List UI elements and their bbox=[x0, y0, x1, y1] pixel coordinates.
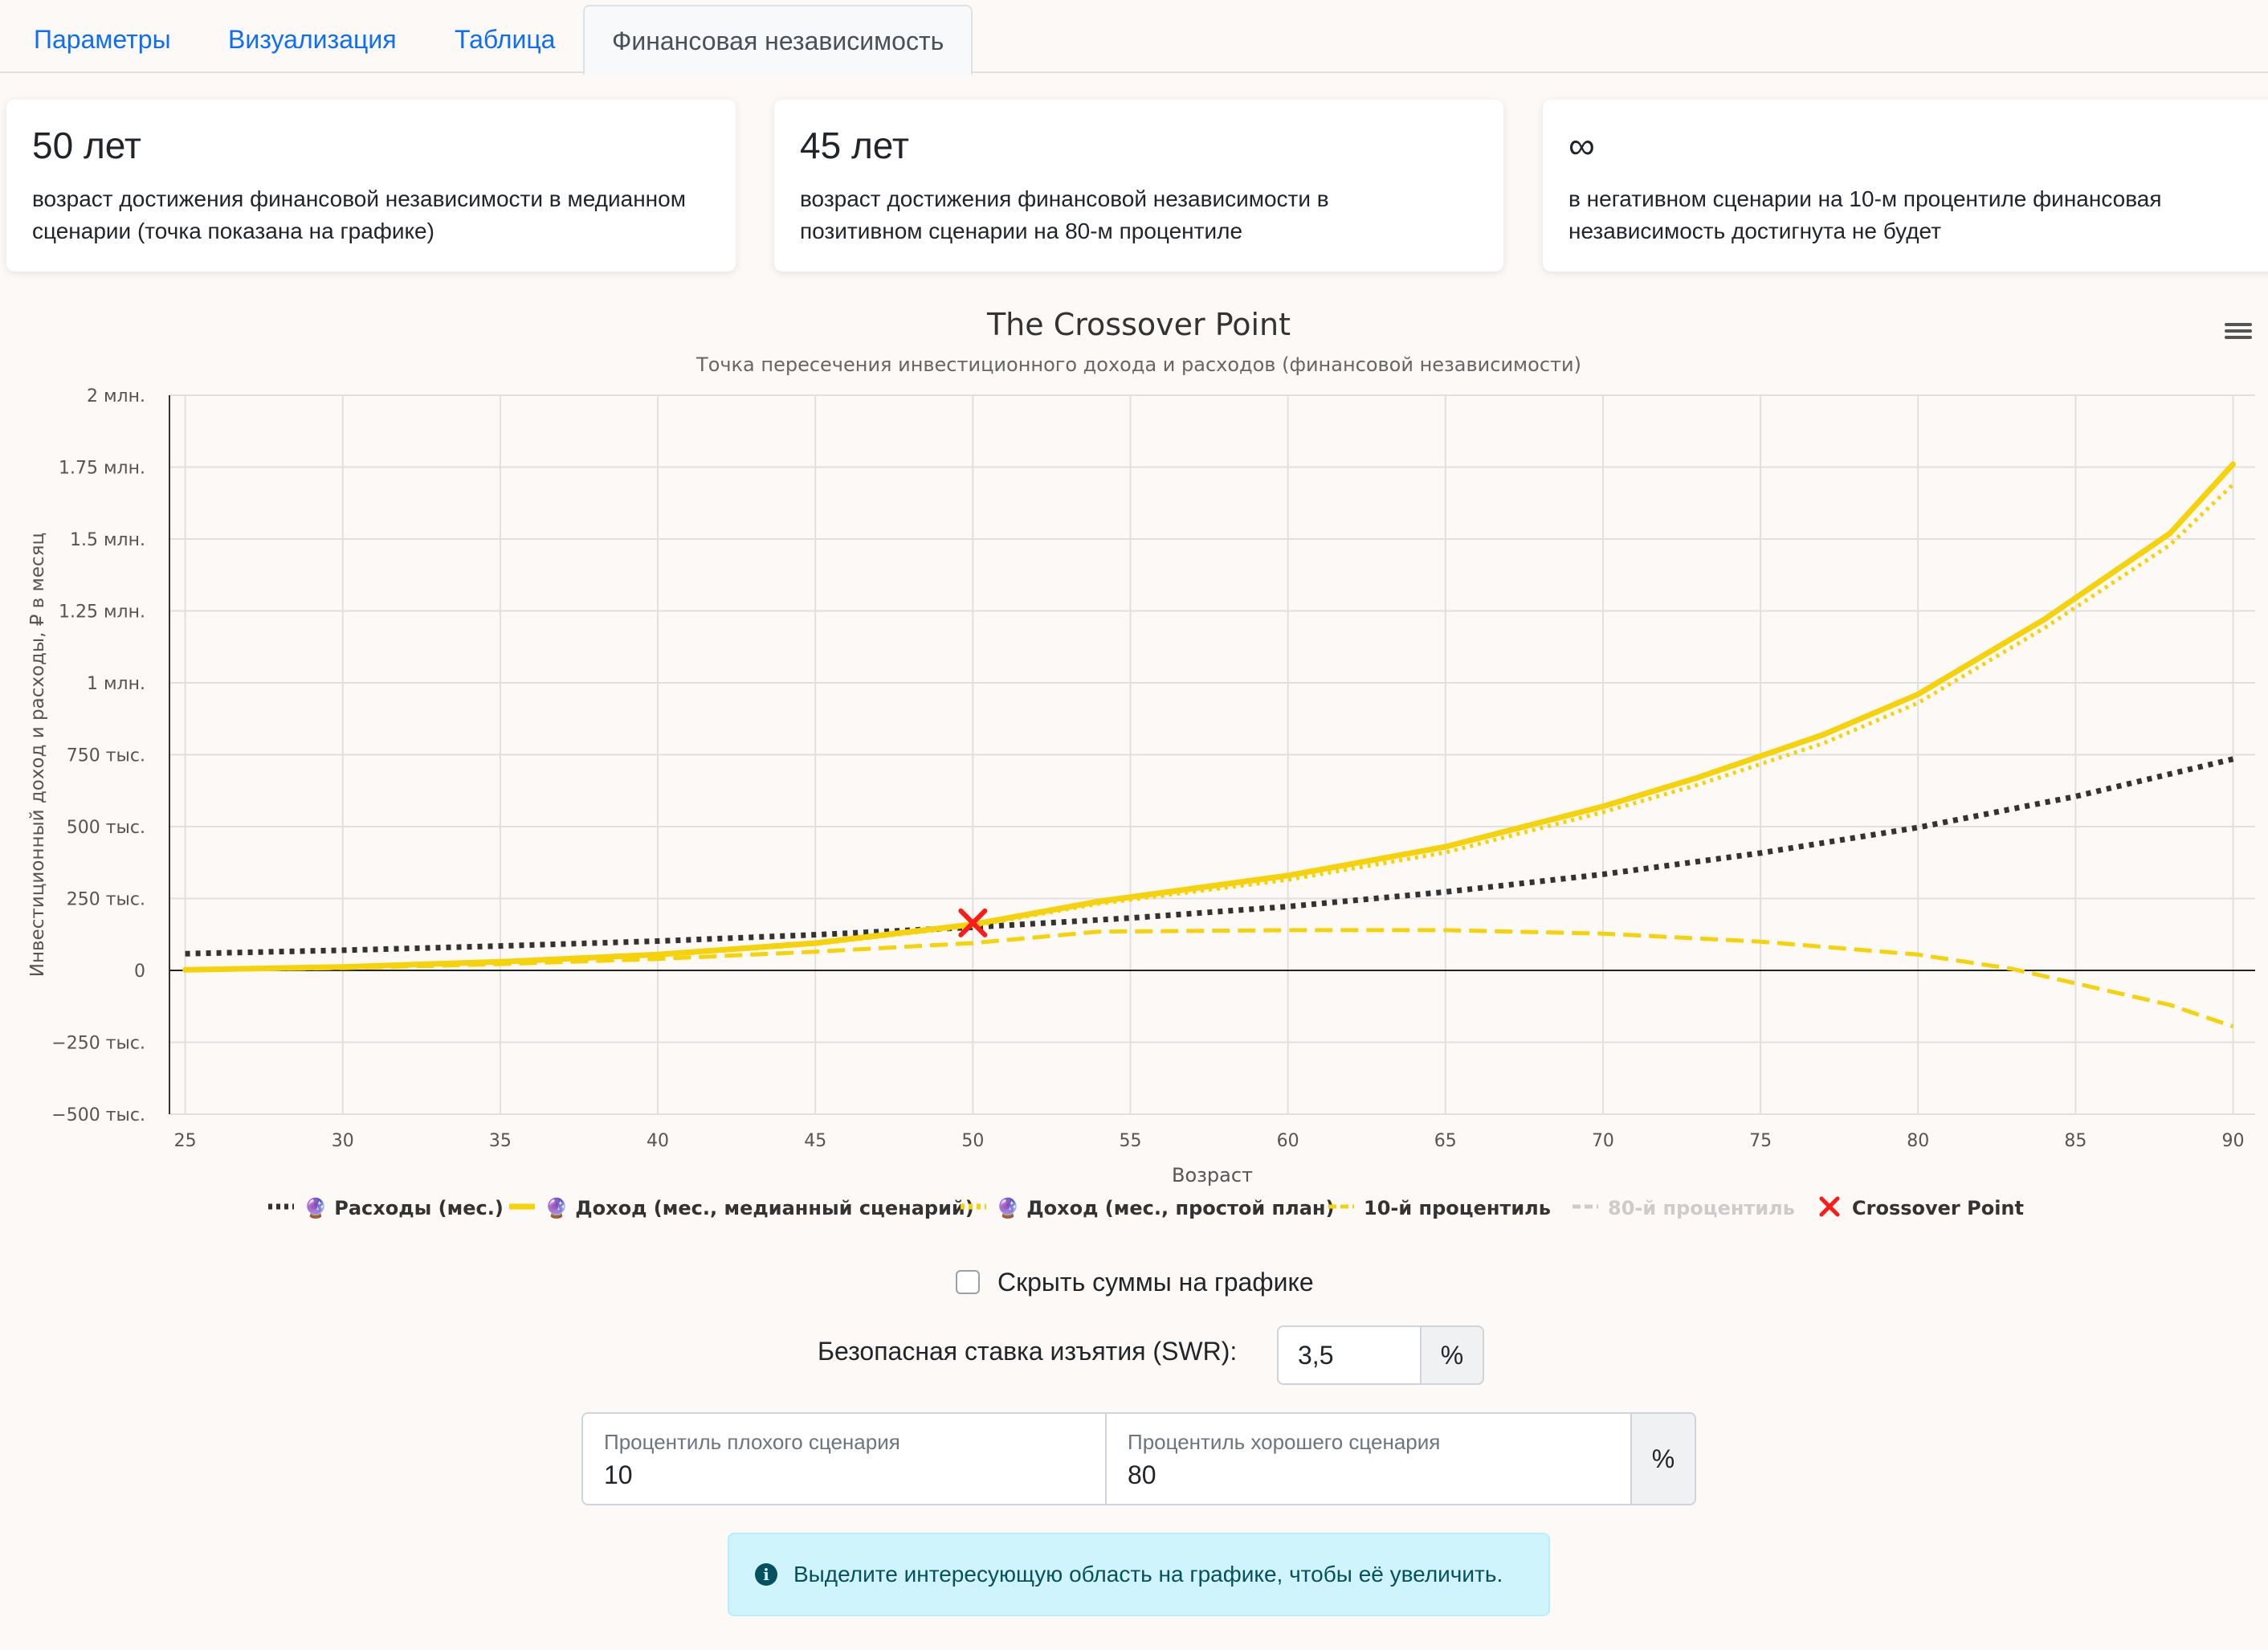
crossover-chart[interactable]: The Crossover Point Точка пересечения инв… bbox=[0, 297, 2268, 1245]
x-tick-label: 50 bbox=[961, 1131, 984, 1151]
good-percentile-value[interactable]: 80 bbox=[1128, 1460, 1156, 1489]
legend-item[interactable]: 80-й процентиль bbox=[1573, 1197, 1795, 1219]
svg-text:10-й процентиль: 10-й процентиль bbox=[1364, 1197, 1551, 1219]
hide-sums-checkbox[interactable] bbox=[956, 1270, 980, 1294]
svg-text:80-й процентиль: 80-й процентиль bbox=[1608, 1197, 1795, 1219]
bad-percentile-label: Процентиль плохого сценария bbox=[604, 1430, 900, 1454]
median-age-card: 50 лет возраст достижения финансовой нез… bbox=[6, 100, 736, 272]
legend-item[interactable]: Crossover Point bbox=[1819, 1196, 2024, 1219]
series-line-3 bbox=[185, 928, 2234, 1029]
negative-age-card: ∞ в негативном сценарии на 10-м проценти… bbox=[1543, 100, 2268, 272]
percentile-input-group: Процентиль плохого сценария 10 Процентил… bbox=[581, 1412, 1696, 1505]
percentile-percent-suffix: % bbox=[1632, 1412, 1696, 1505]
y-tick-label: 0 bbox=[134, 962, 145, 982]
series-line-1 bbox=[182, 461, 2236, 973]
x-tick-label: 75 bbox=[1749, 1131, 1772, 1151]
zoom-hint-text: Выделите интересующую область на графике… bbox=[793, 1562, 1503, 1587]
x-tick-label: 45 bbox=[804, 1131, 826, 1151]
x-tick-label: 70 bbox=[1592, 1131, 1614, 1151]
x-tick-label: 80 bbox=[1907, 1131, 1929, 1151]
y-axis-title: Инвестиционный доход и расходы, ₽ в меся… bbox=[27, 533, 48, 977]
y-tick-label: −250 тыс. bbox=[51, 1034, 145, 1054]
y-tick-label: 2 млн. bbox=[87, 386, 145, 406]
x-axis-title: Возраст bbox=[1172, 1164, 1253, 1186]
crossover-marker bbox=[958, 908, 988, 937]
y-tick-label: 1.75 млн. bbox=[59, 459, 145, 479]
chart-svg[interactable]: The Crossover Point Точка пересечения инв… bbox=[0, 297, 2268, 1245]
swr-label: Безопасная ставка изъятия (SWR): bbox=[818, 1337, 1238, 1366]
hamburger-menu-icon[interactable] bbox=[2225, 320, 2252, 342]
legend-item[interactable]: 🔮 Расходы (мес.) bbox=[268, 1197, 504, 1219]
y-tick-label: 1 млн. bbox=[87, 674, 145, 694]
svg-text:🔮 Доход (мес., медианный сцен: 🔮 Доход (мес., медианный сценарий) bbox=[545, 1197, 974, 1219]
tab-bar: Параметры Визуализация Таблица Финансова… bbox=[0, 0, 2268, 76]
svg-text:🔮 Доход (мес., простой план): 🔮 Доход (мес., простой план) bbox=[996, 1197, 1334, 1219]
y-tick-label: 500 тыс. bbox=[67, 818, 145, 838]
x-tick-label: 25 bbox=[174, 1131, 197, 1151]
legend-item[interactable]: 🔮 Доход (мес., медианный сценарий) bbox=[509, 1197, 974, 1219]
y-tick-label: 250 тыс. bbox=[67, 890, 145, 910]
positive-age-description: возраст достижения финансовой независимо… bbox=[800, 186, 1329, 243]
hide-sums-row[interactable]: Скрыть суммы на графике bbox=[956, 1264, 1314, 1300]
zoom-hint-alert: i Выделите интересующую область на графи… bbox=[728, 1533, 1550, 1616]
bad-percentile-value[interactable]: 10 bbox=[604, 1460, 633, 1489]
chart-subtitle: Точка пересечения инвестиционного дохода… bbox=[695, 353, 1581, 376]
legend-item[interactable]: 10-й процентиль bbox=[1328, 1197, 1551, 1219]
swr-percent-suffix: % bbox=[1422, 1325, 1484, 1385]
tab-parameters[interactable]: Параметры bbox=[34, 25, 171, 54]
positive-age-value: 45 лет bbox=[800, 125, 909, 166]
swr-input[interactable]: 3,5 bbox=[1277, 1325, 1422, 1385]
x-tick-label: 30 bbox=[332, 1131, 354, 1151]
median-age-value: 50 лет bbox=[32, 125, 141, 166]
series-line-0 bbox=[185, 756, 2234, 957]
svg-text:🔮 Расходы (мес.): 🔮 Расходы (мес.) bbox=[304, 1197, 504, 1219]
info-icon: i bbox=[755, 1563, 777, 1586]
x-tick-label: 55 bbox=[1120, 1131, 1142, 1151]
negative-age-description: в негативном сценарии на 10-м процентиле… bbox=[1568, 186, 2162, 243]
x-tick-label: 65 bbox=[1434, 1131, 1457, 1151]
y-tick-label: −500 тыс. bbox=[51, 1105, 145, 1125]
x-tick-label: 90 bbox=[2222, 1131, 2245, 1151]
tab-financial-independence[interactable]: Финансовая независимость bbox=[583, 5, 973, 76]
hide-sums-label: Скрыть суммы на графике bbox=[997, 1267, 1314, 1297]
y-tick-label: 1.5 млн. bbox=[70, 530, 145, 550]
swr-input-group: 3,5 % bbox=[1277, 1325, 1484, 1385]
x-tick-label: 40 bbox=[647, 1131, 669, 1151]
y-tick-label: 750 тыс. bbox=[67, 746, 145, 766]
good-percentile-label: Процентиль хорошего сценария bbox=[1128, 1430, 1441, 1454]
positive-age-card: 45 лет возраст достижения финансовой нез… bbox=[774, 100, 1503, 272]
tab-visualization[interactable]: Визуализация bbox=[228, 25, 397, 54]
good-percentile-field[interactable]: Процентиль хорошего сценария 80 bbox=[1107, 1412, 1632, 1505]
y-tick-label: 1.25 млн. bbox=[59, 602, 145, 623]
x-tick-label: 35 bbox=[489, 1131, 512, 1151]
negative-age-value: ∞ bbox=[1568, 125, 1595, 166]
tab-table[interactable]: Таблица bbox=[455, 25, 556, 54]
bad-percentile-field[interactable]: Процентиль плохого сценария 10 bbox=[581, 1412, 1107, 1505]
svg-text:Crossover Point: Crossover Point bbox=[1852, 1197, 2024, 1219]
median-age-description: возраст достижения финансовой независимо… bbox=[32, 186, 686, 243]
chart-title: The Crossover Point bbox=[986, 307, 1291, 342]
x-tick-label: 60 bbox=[1277, 1131, 1299, 1151]
x-tick-label: 85 bbox=[2064, 1131, 2086, 1151]
legend-item[interactable]: 🔮 Доход (мес., простой план) bbox=[961, 1197, 1334, 1219]
